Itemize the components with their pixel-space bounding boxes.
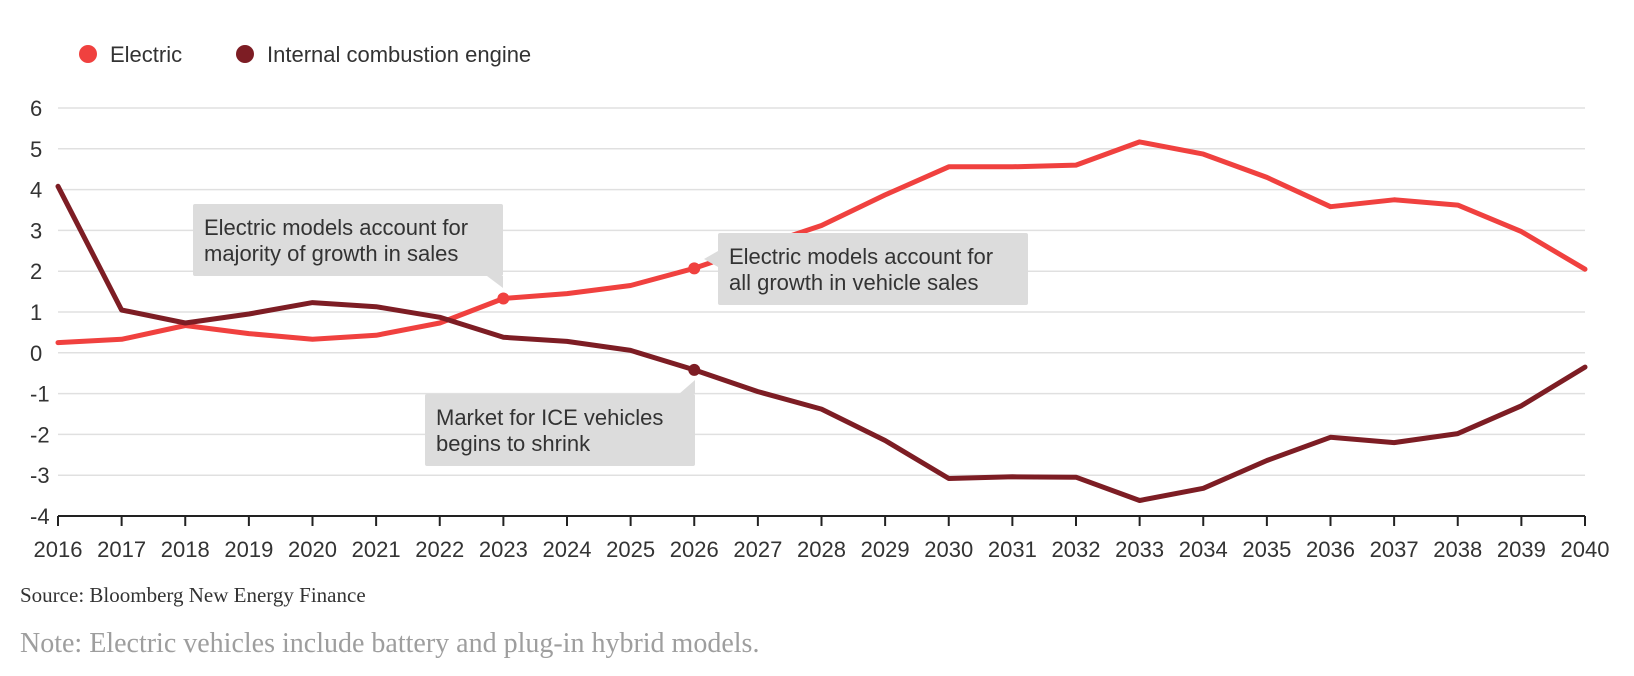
y-tick-label: -4 [30, 504, 50, 529]
x-tick-label: 2040 [1561, 537, 1610, 562]
y-tick-label: 2 [30, 259, 42, 284]
series-line-internal-combustion-engine [55, 183, 1588, 503]
x-tick-label: 2016 [34, 537, 83, 562]
y-tick-label: 1 [30, 300, 42, 325]
y-tick-label: 4 [30, 178, 42, 203]
chart-series [55, 139, 1588, 503]
y-tick-label: 5 [30, 137, 42, 162]
footnote: Note: Electric vehicles include battery … [20, 628, 760, 659]
x-axis: 2016 2017 2018 2019 2020 2021 2022 2023 2024 2025… [34, 515, 1610, 562]
x-tick-label: 2035 [1242, 537, 1291, 562]
y-tick-label: -3 [30, 463, 50, 488]
chart-legend: Electric Internal combustion engine [79, 42, 531, 67]
x-tick-label: 2021 [352, 537, 401, 562]
x-tick-label: 2039 [1497, 537, 1546, 562]
x-tick-label: 2027 [733, 537, 782, 562]
x-tick-label: 2028 [797, 537, 846, 562]
x-tick-label: 2022 [415, 537, 464, 562]
annotation-box [425, 394, 695, 466]
x-tick-label: 2038 [1433, 537, 1482, 562]
x-tick-label: 2029 [861, 537, 910, 562]
y-tick-label: 6 [30, 96, 42, 121]
x-tick-label: 2036 [1306, 537, 1355, 562]
annotation-pointer [704, 251, 718, 267]
annotation-box [193, 204, 503, 276]
x-tick-label: 2023 [479, 537, 528, 562]
annotation-marker [688, 262, 701, 275]
annotation-pointer [679, 380, 695, 394]
x-tick-label: 2037 [1370, 537, 1419, 562]
legend-marker-electric [79, 45, 97, 63]
annotation-text: Electric models account for [204, 215, 468, 240]
x-tick-label: 2032 [1052, 537, 1101, 562]
x-tick-label: 2033 [1115, 537, 1164, 562]
x-tick-label: 2024 [543, 537, 592, 562]
x-tick-label: 2030 [924, 537, 973, 562]
x-tick-label: 2026 [670, 537, 719, 562]
source-note: Source: Bloomberg New Energy Finance [20, 583, 366, 607]
y-tick-label: -1 [30, 382, 50, 407]
x-tick-label: 2020 [288, 537, 337, 562]
y-tick-label: 0 [30, 341, 42, 366]
x-tick-label: 2018 [161, 537, 210, 562]
annotation-text: Electric models account for [729, 244, 993, 269]
y-tick-label: 3 [30, 218, 42, 243]
annotation-text: all growth in vehicle sales [729, 270, 978, 295]
x-tick-label: 2019 [224, 537, 273, 562]
series-line-electric [55, 139, 1588, 346]
annotation-box [718, 233, 1028, 305]
legend-label-electric: Electric [110, 42, 182, 67]
x-tick-label: 2031 [988, 537, 1037, 562]
legend-marker-internal-combustion-engine [236, 45, 254, 63]
x-tick-label: 2017 [97, 537, 146, 562]
annotation-pointer [487, 276, 503, 288]
y-tick-label: -2 [30, 422, 50, 447]
annotation-text: majority of growth in sales [204, 241, 458, 266]
y-axis: 6 5 4 3 2 1 0 -1 -2 -3 -4 [30, 96, 50, 529]
annotation-text: Market for ICE vehicles [436, 405, 663, 430]
x-tick-label: 2025 [606, 537, 655, 562]
x-tick-label: 2034 [1179, 537, 1228, 562]
annotation-marker [497, 292, 510, 305]
legend-label-internal-combustion-engine: Internal combustion engine [267, 42, 531, 67]
annotation-text: begins to shrink [436, 431, 591, 456]
annotation-marker [688, 363, 701, 376]
